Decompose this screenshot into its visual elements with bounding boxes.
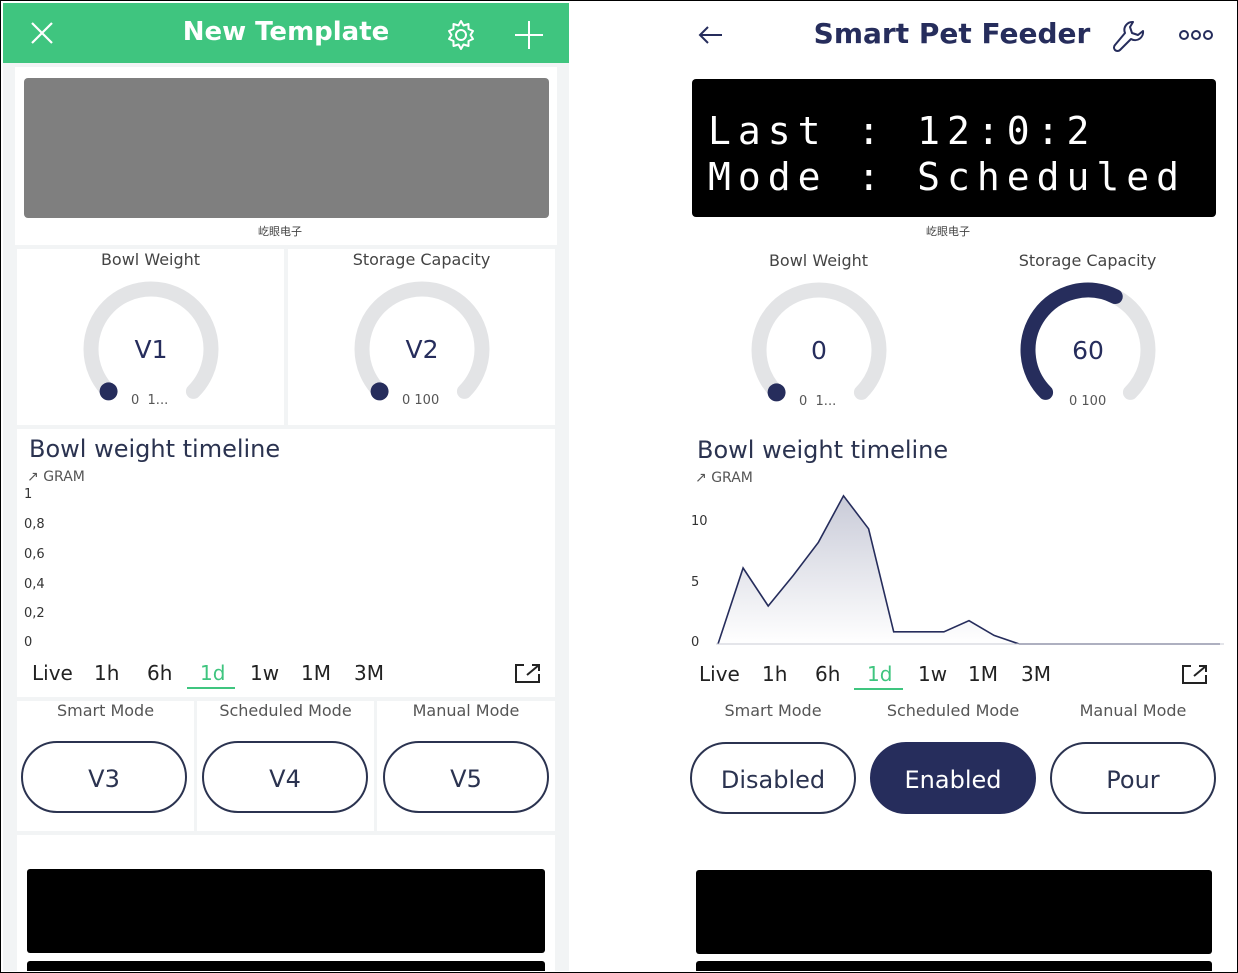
lcd-line-1: Last : 12:0:2 xyxy=(708,109,1097,153)
template-title: New Template xyxy=(182,17,390,47)
bottom-display-block xyxy=(696,870,1212,954)
mode-label-smart: Smart Mode xyxy=(56,701,155,720)
template-header: New Template xyxy=(3,3,569,63)
scheduled-mode-button[interactable]: V4 xyxy=(202,741,368,813)
gauge-range-bowl-weight: 0 1... xyxy=(131,393,169,408)
bottom-display-block xyxy=(27,961,545,971)
wrench-icon[interactable] xyxy=(1112,19,1146,53)
more-icon[interactable] xyxy=(1179,29,1213,41)
gear-icon[interactable] xyxy=(444,18,478,52)
lcd-placeholder xyxy=(24,78,549,218)
gauge-bowl-weight: 0 xyxy=(751,282,887,402)
range-active-indicator xyxy=(854,688,903,690)
range-6h[interactable]: 6h xyxy=(815,662,841,686)
smart-mode-button[interactable]: Disabled xyxy=(690,742,856,814)
gauge-bowl-weight: V1 xyxy=(83,281,219,401)
range-1w[interactable]: 1w xyxy=(918,662,948,686)
app-screen: Smart Pet Feeder Last : 12:0:2 Mode : Sc… xyxy=(668,3,1236,971)
y-tick: 0,8 xyxy=(24,517,45,532)
range-live[interactable]: Live xyxy=(32,661,73,685)
gauge-value: 0 xyxy=(811,336,827,365)
chart-title: Bowl weight timeline xyxy=(697,436,949,464)
range-1h[interactable]: 1h xyxy=(94,661,120,685)
gauge-range-bowl-weight: 0 1... xyxy=(799,394,837,409)
gauge-storage: V2 xyxy=(354,281,490,401)
brand-caption: 屹眼电子 xyxy=(926,225,970,238)
gauge-track xyxy=(83,281,219,399)
range-3M[interactable]: 3M xyxy=(354,661,384,685)
gauge-marker xyxy=(99,382,118,401)
range-1M[interactable]: 1M xyxy=(301,661,331,685)
gauge-label-bowl-weight: Bowl Weight xyxy=(100,250,201,269)
mode-label-scheduled: Scheduled Mode xyxy=(219,701,352,720)
gauge-marker xyxy=(370,382,389,401)
range-1d[interactable]: 1d xyxy=(867,662,893,686)
bottom-display-block xyxy=(27,869,545,953)
plus-icon[interactable] xyxy=(514,20,544,50)
gauge-storage: 60 xyxy=(1020,282,1156,400)
mode-label-scheduled: Scheduled Mode xyxy=(886,701,1020,720)
arrow-left-icon[interactable] xyxy=(698,25,724,45)
chart-unit-label: GRAM xyxy=(43,469,85,485)
mode-label-smart: Smart Mode xyxy=(724,701,822,720)
range-1h[interactable]: 1h xyxy=(762,662,788,686)
lcd-line-2: Mode : Scheduled xyxy=(708,155,1187,199)
gauge-range-storage: 0 100 xyxy=(1069,394,1107,409)
weight-timeline-chart[interactable] xyxy=(716,487,1226,649)
gauge-label-bowl-weight: Bowl Weight xyxy=(768,251,869,270)
close-icon[interactable] xyxy=(29,20,55,46)
gauge-label-storage: Storage Capacity xyxy=(1018,251,1157,270)
scheduled-mode-button[interactable]: Enabled xyxy=(870,742,1036,814)
gauge-value: V1 xyxy=(134,335,167,364)
gauge-fill xyxy=(1020,282,1123,400)
gauge-marker xyxy=(767,383,786,402)
range-1w[interactable]: 1w xyxy=(250,661,280,685)
chart-icon: ↗ xyxy=(695,470,707,486)
gauge-label-storage: Storage Capacity xyxy=(352,250,491,269)
chart-unit: ↗ GRAM xyxy=(695,470,753,486)
range-live[interactable]: Live xyxy=(699,662,740,686)
manual-mode-button[interactable]: V5 xyxy=(383,741,549,813)
gauge-range-storage: 0 100 xyxy=(402,393,440,408)
y-tick: 0,2 xyxy=(24,606,45,621)
y-tick: 0 xyxy=(691,635,700,647)
device-title: Smart Pet Feeder xyxy=(813,17,1091,50)
y-tick: 0 xyxy=(24,635,33,647)
brand-caption: 屹眼电子 xyxy=(258,225,302,238)
expand-icon[interactable] xyxy=(1182,664,1208,684)
chart-title: Bowl weight timeline xyxy=(29,435,281,463)
range-1M[interactable]: 1M xyxy=(968,662,998,686)
range-1d[interactable]: 1d xyxy=(200,661,226,685)
gauge-card-bowl-weight[interactable] xyxy=(17,249,284,425)
smart-mode-button[interactable]: V3 xyxy=(21,741,187,813)
manual-mode-button[interactable]: Pour xyxy=(1050,742,1216,814)
chart-icon: ↗ xyxy=(27,469,39,485)
y-tick: 10 xyxy=(691,514,708,529)
range-3M[interactable]: 3M xyxy=(1021,662,1051,686)
chart-card[interactable] xyxy=(17,429,555,697)
y-tick: 5 xyxy=(691,575,700,590)
gauge-value: V2 xyxy=(405,335,438,364)
gauge-track xyxy=(354,281,490,399)
bottom-display-block xyxy=(696,961,1212,971)
lcd-display: Last : 12:0:2 Mode : Scheduled xyxy=(692,79,1216,217)
y-tick: 1 xyxy=(24,487,33,502)
mode-label-manual: Manual Mode xyxy=(1079,701,1187,720)
expand-icon[interactable] xyxy=(515,663,541,683)
gauge-card-storage[interactable] xyxy=(288,249,555,425)
y-tick: 0,6 xyxy=(24,547,45,562)
chart-unit: ↗ GRAM xyxy=(27,469,85,485)
template-editor-screen: New Template 屹眼电子 Bowl Weight Storage Ca… xyxy=(3,3,569,971)
chart-unit-label: GRAM xyxy=(711,470,753,486)
gauge-value: 60 xyxy=(1072,336,1104,365)
range-active-indicator xyxy=(187,687,235,689)
chart-area xyxy=(718,495,1220,644)
y-tick: 0,4 xyxy=(24,577,45,592)
gauge-track xyxy=(751,282,887,400)
range-6h[interactable]: 6h xyxy=(147,661,173,685)
mode-label-manual: Manual Mode xyxy=(412,701,520,720)
